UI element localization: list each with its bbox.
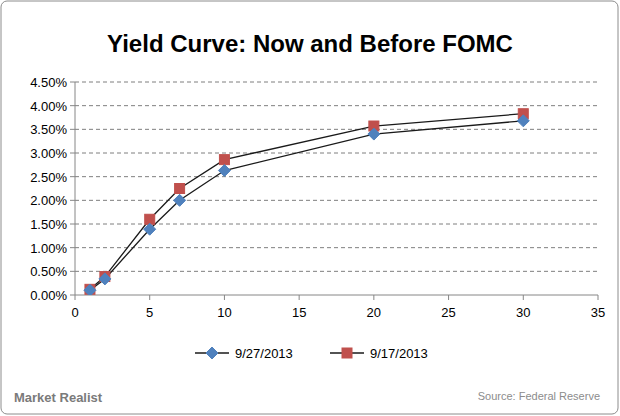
x-tick — [149, 295, 150, 300]
y-tick-label: 1.00% — [30, 241, 67, 256]
point — [368, 128, 380, 140]
x-tick — [598, 295, 599, 300]
x-tick-label: 20 — [367, 305, 381, 320]
y-tick — [70, 224, 75, 225]
logo: Market Realist — [14, 390, 103, 405]
x-tick-label: 5 — [146, 305, 153, 320]
y-tick-label: 3.00% — [30, 146, 67, 161]
grid-line — [75, 247, 598, 248]
y-axis — [75, 82, 76, 295]
source: Source: Federal Reserve — [478, 390, 600, 402]
y-tick — [70, 153, 75, 154]
point — [174, 194, 186, 206]
y-tick-label: 0.50% — [30, 264, 67, 279]
point — [99, 273, 111, 285]
y-tick-label: 4.00% — [30, 99, 67, 114]
x-tick-label: 10 — [217, 305, 231, 320]
point — [219, 155, 229, 165]
grid-line — [75, 200, 598, 201]
x-tick — [523, 295, 524, 300]
point — [144, 223, 156, 235]
plot-area — [84, 109, 529, 295]
x-tick-label: 25 — [441, 305, 455, 320]
x-tick-label: 15 — [292, 305, 306, 320]
point — [84, 284, 96, 295]
y-tick — [70, 176, 75, 177]
y-tick — [70, 129, 75, 130]
x-tick — [299, 295, 300, 300]
grid-line — [75, 153, 598, 154]
x-tick-label: 35 — [591, 305, 605, 320]
y-tick — [70, 200, 75, 201]
legend-label: 9/27/2013 — [235, 346, 293, 361]
series-line — [90, 114, 523, 290]
y-tick — [70, 271, 75, 272]
legend-marker — [342, 348, 352, 358]
x-tick-label: 30 — [516, 305, 530, 320]
x-tick — [448, 295, 449, 300]
y-tick-label: 1.50% — [30, 217, 67, 232]
y-tick-label: 2.00% — [30, 193, 67, 208]
frame — [1, 1, 618, 414]
y-tick-label: 0.00% — [30, 288, 67, 303]
legend-label: 9/17/2013 — [370, 346, 428, 361]
chart: Yield Curve: Now and Before FOMC 0.00% 0.5… — [0, 0, 620, 416]
y-tick-label: 3.50% — [30, 122, 67, 137]
grid-line — [75, 129, 598, 130]
point — [175, 184, 185, 194]
x-tick — [224, 295, 225, 300]
point — [517, 115, 529, 127]
grid-line — [75, 82, 598, 83]
grid-line — [75, 105, 598, 106]
grid-line — [75, 271, 598, 272]
point — [218, 165, 230, 177]
grid-line — [75, 176, 598, 177]
x-tick — [373, 295, 374, 300]
y-tick-label: 4.50% — [30, 75, 67, 90]
x-tick — [75, 295, 76, 300]
x-tick-label: 0 — [71, 305, 78, 320]
series-line — [90, 121, 523, 290]
y-tick-label: 2.50% — [30, 170, 67, 185]
x-axis — [75, 295, 598, 296]
y-tick — [70, 105, 75, 106]
y-tick — [70, 295, 75, 296]
y-tick — [70, 247, 75, 248]
y-tick — [70, 82, 75, 83]
legend-marker — [206, 347, 218, 359]
title: Yield Curve: Now and Before FOMC — [107, 30, 513, 57]
